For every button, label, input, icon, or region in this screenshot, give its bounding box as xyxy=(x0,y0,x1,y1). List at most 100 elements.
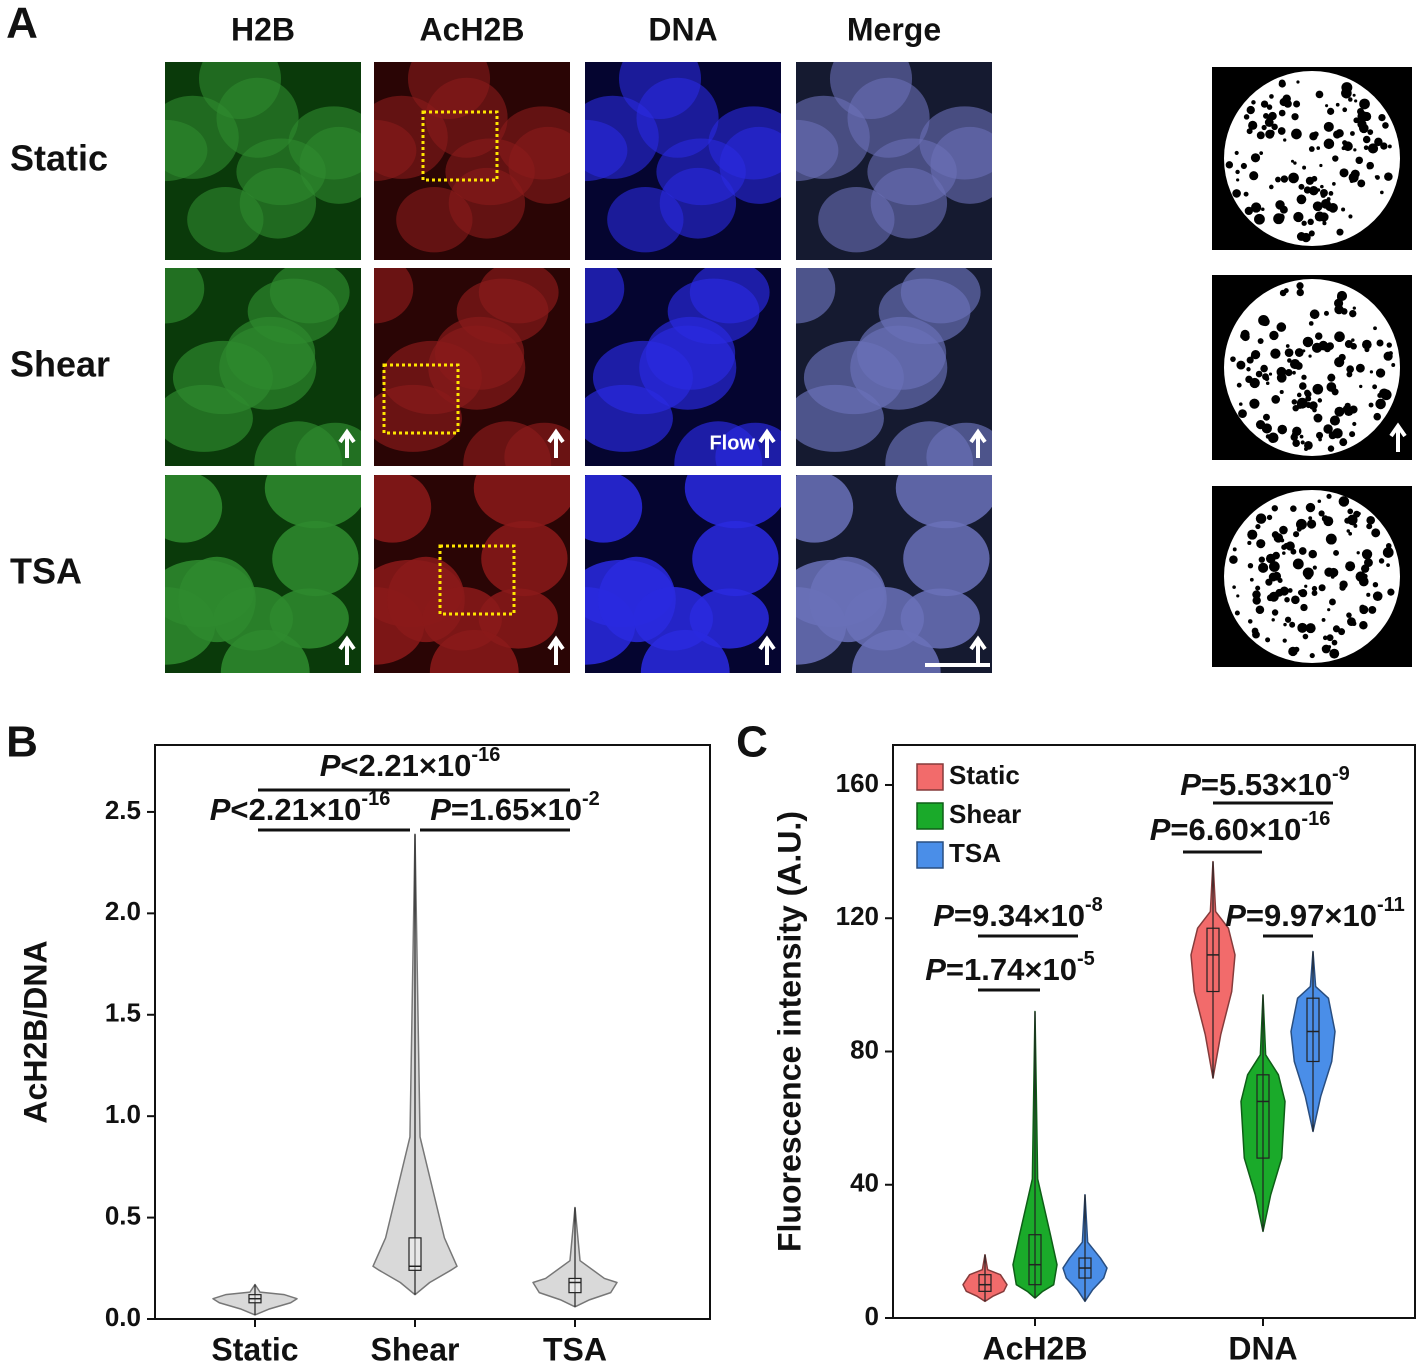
binary-speckle xyxy=(1296,80,1300,84)
binary-speckle xyxy=(1312,565,1317,570)
nucleus xyxy=(903,521,990,597)
binary-speckle xyxy=(1323,424,1333,434)
binary-speckle xyxy=(1310,341,1314,345)
binary-speckle xyxy=(1256,539,1266,549)
binary-speckle xyxy=(1234,150,1239,155)
y-tick-label: 0 xyxy=(865,1301,879,1331)
binary-speckle xyxy=(1359,384,1363,389)
legend-label: Shear xyxy=(949,799,1021,829)
binary-speckle xyxy=(1278,79,1286,86)
binary-speckle xyxy=(1236,382,1242,388)
binary-speckle xyxy=(1265,129,1275,139)
binary-speckle xyxy=(1366,523,1373,530)
binary-speckle xyxy=(1375,175,1380,180)
binary-speckle xyxy=(1265,381,1270,385)
binary-speckle xyxy=(1335,102,1340,107)
binary-speckle xyxy=(1317,499,1322,504)
nucleus xyxy=(618,62,702,120)
binary-speckle xyxy=(1359,98,1370,110)
binary-speckle xyxy=(1299,199,1304,204)
nucleus xyxy=(895,475,992,529)
binary-speckle xyxy=(1293,531,1300,538)
binary-speckle xyxy=(1312,131,1319,138)
nucleus xyxy=(508,126,570,204)
binary-speckle xyxy=(1289,358,1301,370)
p-exponent: -5 xyxy=(1077,948,1095,970)
binary-speckle xyxy=(1304,446,1309,451)
cells xyxy=(796,268,992,466)
binary-speckle xyxy=(1298,547,1307,555)
binary-speckle xyxy=(1246,356,1254,364)
binary-speckle xyxy=(1257,338,1264,345)
p-value: P=1.74×10-5 xyxy=(925,948,1095,987)
nucleus xyxy=(165,475,223,543)
box xyxy=(978,1274,992,1292)
micrograph xyxy=(374,475,570,673)
p-value: P=1.65×10-2 xyxy=(430,788,600,827)
binary-speckle xyxy=(1367,143,1379,154)
binary-speckle xyxy=(1276,322,1287,332)
nucleus xyxy=(684,475,781,529)
row-label: TSA xyxy=(10,551,82,592)
binary-speckle xyxy=(1267,432,1279,444)
binary-speckle xyxy=(1326,197,1331,202)
binary-speckle xyxy=(1312,407,1317,413)
x-tick-label: Static xyxy=(211,1331,298,1367)
binary-speckle xyxy=(1333,130,1342,139)
plot-frame xyxy=(154,744,711,1320)
cells xyxy=(374,62,570,253)
binary-speckle xyxy=(1255,605,1265,615)
binary-speckle xyxy=(1347,508,1354,515)
binary-speckle xyxy=(1275,588,1284,597)
binary-speckle xyxy=(1329,648,1340,659)
micrograph xyxy=(165,62,361,260)
box xyxy=(568,1277,582,1294)
nucleus xyxy=(456,278,549,345)
binary-speckle xyxy=(1232,547,1237,552)
binary-speckle xyxy=(1366,515,1376,525)
binary-speckle xyxy=(1323,345,1331,353)
micrograph xyxy=(796,268,992,466)
binary-speckle xyxy=(1373,412,1382,421)
binary-speckle xyxy=(1258,556,1265,563)
column-header: DNA xyxy=(648,11,717,47)
p-value: P<2.21×10-16 xyxy=(210,788,391,827)
nucleus xyxy=(254,421,343,466)
cells xyxy=(796,62,992,253)
binary-speckle xyxy=(1288,646,1298,657)
nucleus xyxy=(878,278,971,345)
binary-speckle xyxy=(1305,623,1316,634)
roi-box xyxy=(438,544,516,616)
binary-speckle xyxy=(1347,617,1356,626)
binary-speckle xyxy=(1328,191,1334,196)
binary-speckle xyxy=(1366,592,1371,597)
binary-speckle xyxy=(1304,389,1311,397)
binary-speckle xyxy=(1302,336,1314,348)
binary-speckle xyxy=(1338,496,1350,507)
binary-speckle xyxy=(1346,365,1354,374)
binary-speckle xyxy=(1380,190,1384,195)
binary-speckle xyxy=(1279,525,1288,535)
binary-speckle xyxy=(1261,207,1265,212)
p-value: P=6.60×10-16 xyxy=(1150,808,1331,847)
binary-speckle xyxy=(1357,111,1369,122)
binary-speckle xyxy=(1368,605,1377,614)
nucleus xyxy=(796,475,854,543)
nucleus xyxy=(239,167,317,239)
binary-speckle xyxy=(1314,332,1323,340)
binary-speckle xyxy=(1331,388,1339,396)
p-text: =6.60×10 xyxy=(1170,812,1301,847)
binary-speckle xyxy=(1264,118,1274,127)
binary-speckle xyxy=(1269,184,1274,190)
binary-speckle xyxy=(1349,431,1356,438)
binary-speckle xyxy=(1327,373,1336,382)
binary-speckle xyxy=(1284,348,1294,358)
legend-swatch xyxy=(916,841,944,869)
p-symbol: P xyxy=(210,792,231,827)
box xyxy=(1028,1234,1042,1286)
binary-speckle xyxy=(1386,563,1390,568)
binary-speckle xyxy=(1378,558,1385,564)
nucleus xyxy=(264,475,361,529)
roi-box xyxy=(421,110,499,182)
binary-speckle xyxy=(1336,228,1344,236)
